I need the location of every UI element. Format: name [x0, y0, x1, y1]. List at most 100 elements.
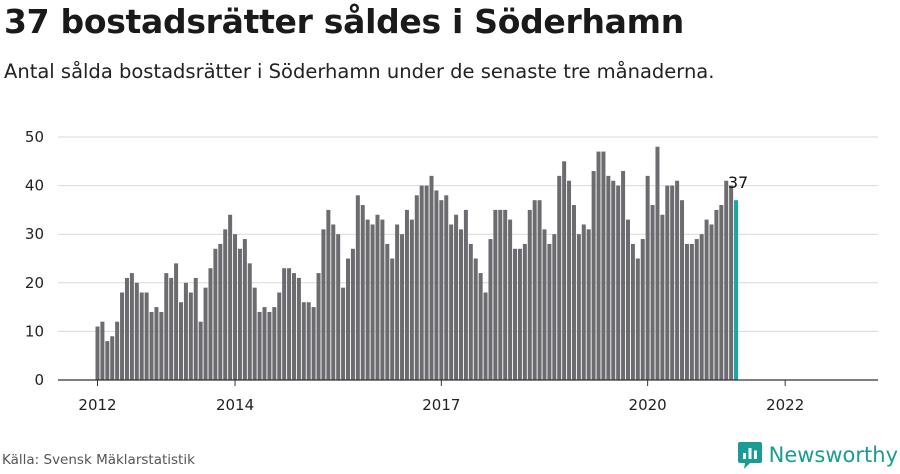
- bar: [635, 258, 640, 380]
- bar: [439, 200, 444, 380]
- y-tick-label: 50: [25, 128, 44, 146]
- bar: [601, 151, 606, 380]
- bar: [645, 175, 650, 380]
- bar: [336, 234, 341, 380]
- bar: [223, 229, 228, 380]
- bar: [282, 268, 287, 380]
- bar: [567, 180, 572, 380]
- bar: [179, 302, 184, 380]
- bar: [129, 273, 134, 380]
- bar: [105, 341, 110, 380]
- bar: [120, 292, 125, 380]
- bar: [552, 234, 557, 380]
- bar: [301, 302, 306, 380]
- bar: [557, 175, 562, 380]
- bar: [183, 282, 188, 380]
- bar: [95, 326, 100, 380]
- bar: [350, 248, 355, 380]
- bar: [596, 151, 601, 380]
- bar: [493, 209, 498, 380]
- bar: [650, 205, 655, 380]
- brand: Newsworthy: [737, 440, 898, 470]
- bar: [675, 180, 680, 380]
- source-text: Källa: Svensk Mäklarstatistik: [2, 452, 195, 468]
- bar: [380, 219, 385, 380]
- bar: [591, 171, 596, 380]
- bar: [124, 277, 129, 380]
- y-tick-label: 30: [25, 225, 44, 243]
- bar: [311, 307, 316, 380]
- bar-chart: 0 10 20 30 40 50 2012 2014 2017 2020 2022 37: [25, 128, 878, 414]
- bar: [409, 219, 414, 380]
- bar: [370, 224, 375, 380]
- bar: [532, 200, 537, 380]
- bar: [115, 321, 120, 380]
- bar: [625, 219, 630, 380]
- bar: [542, 229, 547, 380]
- bar: [616, 185, 621, 380]
- bar: [346, 258, 351, 380]
- bar: [611, 180, 616, 380]
- bar: [478, 273, 483, 380]
- bar: [134, 282, 139, 380]
- bar: [164, 273, 169, 380]
- bar: [257, 311, 262, 380]
- bar: [724, 180, 729, 380]
- bar: [606, 175, 611, 380]
- x-tick-label: 2012: [78, 396, 116, 414]
- bar: [247, 263, 252, 380]
- bar: [699, 234, 704, 380]
- bar: [395, 224, 400, 380]
- bar: [547, 243, 552, 380]
- bar: [213, 248, 218, 380]
- bar: [684, 243, 689, 380]
- x-tick-label: 2022: [766, 396, 804, 414]
- bar: [154, 307, 159, 380]
- bar: [169, 277, 174, 380]
- bar: [522, 243, 527, 380]
- bar: [419, 185, 424, 380]
- bar: [562, 161, 567, 380]
- bar: [640, 239, 645, 380]
- bar: [272, 307, 277, 380]
- bar: [375, 214, 380, 380]
- bar: [694, 239, 699, 380]
- y-tick-label: 40: [25, 177, 44, 195]
- bar: [689, 243, 694, 380]
- page-subtitle: Antal sålda bostadsrätter i Söderhamn un…: [4, 60, 715, 83]
- page-title: 37 bostadsrätter såldes i Söderhamn: [4, 2, 684, 41]
- x-tick-label: 2017: [422, 396, 460, 414]
- bar: [704, 219, 709, 380]
- bar: [208, 268, 213, 380]
- bar: [287, 268, 292, 380]
- bar: [159, 311, 164, 380]
- bar: [331, 224, 336, 380]
- bar: [444, 195, 449, 380]
- bar: [630, 243, 635, 380]
- bar: [429, 175, 434, 380]
- bar: [586, 229, 591, 380]
- bar: [719, 205, 724, 380]
- bar: [454, 214, 459, 380]
- newsworthy-logo-icon: [737, 442, 762, 469]
- bar: [385, 243, 390, 380]
- bar: [424, 185, 429, 380]
- bar: [517, 248, 522, 380]
- bar: [355, 195, 360, 380]
- bar: [483, 292, 488, 380]
- bar: [463, 209, 468, 380]
- bar: [291, 273, 296, 380]
- bar: [670, 185, 675, 380]
- bar: [144, 292, 149, 380]
- x-tick-label: 2014: [216, 396, 254, 414]
- bar: [680, 200, 685, 380]
- bar: [100, 321, 105, 380]
- bar: [414, 195, 419, 380]
- bar: [458, 229, 463, 380]
- bar: [576, 234, 581, 380]
- bar: [174, 263, 179, 380]
- bar: [262, 307, 267, 380]
- bar: [267, 311, 272, 380]
- bar: [488, 239, 493, 380]
- bar: [655, 146, 660, 380]
